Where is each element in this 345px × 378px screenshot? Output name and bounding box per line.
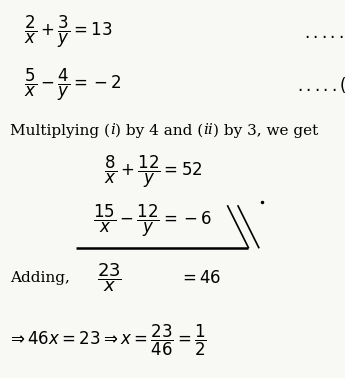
- Text: $\dfrac{5}{x} - \dfrac{4}{y} = -2$: $\dfrac{5}{x} - \dfrac{4}{y} = -2$: [24, 67, 122, 103]
- Text: $\dfrac{23}{x}$: $\dfrac{23}{x}$: [97, 262, 121, 294]
- Text: ) by 3, we get: ) by 3, we get: [213, 123, 318, 138]
- Text: ) by 4 and (: ) by 4 and (: [115, 123, 204, 138]
- Text: $.....(ii)$: $.....(ii)$: [297, 75, 345, 95]
- Text: Adding,: Adding,: [10, 271, 70, 285]
- Text: ii: ii: [204, 123, 213, 138]
- Text: Multiplying (: Multiplying (: [10, 123, 110, 138]
- Text: $.....(i)$: $.....(i)$: [304, 22, 345, 42]
- Text: $\Rightarrow 46x = 23 \Rightarrow x = \dfrac{23}{46} = \dfrac{1}{2}$: $\Rightarrow 46x = 23 \Rightarrow x = \d…: [7, 322, 207, 358]
- Text: $\dfrac{8}{x} + \dfrac{12}{y} = 52$: $\dfrac{8}{x} + \dfrac{12}{y} = 52$: [104, 154, 202, 190]
- Text: $= 46$: $= 46$: [179, 269, 222, 287]
- Text: $\dfrac{2}{x} + \dfrac{3}{y} = 13$: $\dfrac{2}{x} + \dfrac{3}{y} = 13$: [24, 14, 112, 50]
- Text: i: i: [110, 123, 115, 138]
- Text: $\dfrac{15}{x} - \dfrac{12}{y} = -6$: $\dfrac{15}{x} - \dfrac{12}{y} = -6$: [93, 203, 212, 239]
